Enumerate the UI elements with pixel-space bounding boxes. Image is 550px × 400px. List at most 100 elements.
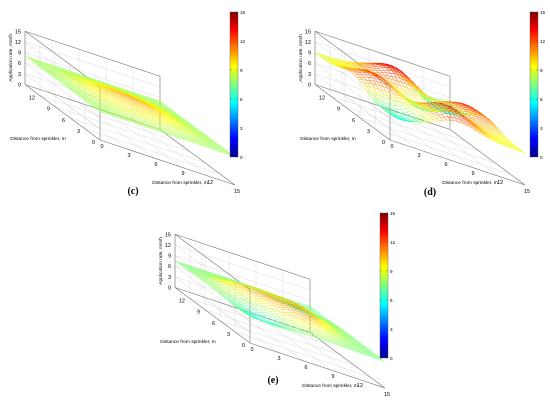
mesh-line: [476, 130, 481, 134]
mesh-line: [70, 80, 74, 83]
mesh-line: [85, 100, 88, 103]
mesh-line: [372, 70, 376, 73]
mesh-line: [57, 68, 60, 71]
mesh-line: [386, 77, 391, 80]
mesh-line: [500, 136, 505, 139]
mesh-line: [93, 80, 96, 82]
mesh-line: [88, 99, 91, 102]
mesh-line: [119, 99, 122, 102]
mesh-line: [411, 100, 414, 102]
mesh-line: [200, 143, 205, 145]
mesh-line: [187, 127, 190, 131]
mesh-line: [165, 114, 169, 117]
mesh-line: [387, 111, 390, 113]
mesh-line: [403, 96, 406, 99]
mesh-line: [451, 117, 454, 121]
mesh-line: [121, 114, 124, 117]
mesh-line: [390, 65, 393, 67]
mesh-line: [162, 105, 166, 108]
mesh-line: [489, 131, 494, 134]
mesh-line: [154, 128, 157, 131]
mesh-line: [362, 66, 366, 69]
mesh-line: [149, 118, 152, 121]
mesh-line: [360, 63, 363, 65]
mesh-line: [76, 75, 79, 78]
mesh-line: [72, 89, 75, 92]
mesh-line: [136, 115, 141, 118]
mesh-line: [386, 106, 389, 111]
mesh-line: [117, 113, 122, 115]
mesh-line: [177, 129, 180, 133]
mesh-line: [212, 142, 216, 145]
mesh-line: [140, 109, 144, 112]
mesh-line: [479, 121, 484, 124]
mesh-line: [69, 70, 73, 73]
mesh-line: [64, 83, 67, 86]
mesh-line: [210, 139, 213, 142]
mesh-line: [391, 96, 396, 98]
mesh-line: [163, 111, 166, 114]
mesh-line: [97, 106, 101, 108]
mesh-line: [164, 129, 168, 132]
mesh-line: [419, 115, 424, 119]
mesh-line: [163, 132, 168, 135]
mesh-line: [137, 123, 142, 126]
mesh-line: [356, 72, 359, 75]
mesh-line: [401, 75, 404, 80]
mesh-line: [405, 114, 410, 116]
mesh-line: [126, 91, 129, 93]
mesh-line: [86, 95, 91, 98]
mesh-line: [197, 128, 200, 131]
mesh-line: [55, 74, 60, 77]
mesh-line: [443, 109, 446, 111]
mesh-line: [329, 60, 332, 63]
mesh-line: [404, 93, 409, 96]
mesh-line: [420, 91, 423, 95]
mesh-line: [364, 67, 368, 70]
mesh-line: [72, 79, 75, 82]
mesh-line: [376, 76, 380, 80]
mesh-line: [134, 100, 137, 103]
mesh-line: [80, 93, 83, 96]
mesh-line: [358, 64, 361, 66]
z-tick-label: 12: [15, 40, 21, 46]
floor-grid-line: [69, 117, 206, 163]
x-tick-label: 9: [181, 171, 184, 177]
mesh-line: [184, 138, 188, 141]
mesh-line: [95, 106, 98, 109]
mesh-line: [107, 94, 112, 96]
mesh-line: [349, 63, 352, 65]
mesh-line: [135, 96, 139, 99]
mesh-line: [91, 79, 94, 82]
mesh-line: [113, 94, 116, 97]
mesh-line: [136, 121, 140, 124]
mesh-line: [176, 113, 179, 116]
mesh-line: [154, 128, 158, 131]
mesh-line: [167, 110, 170, 113]
mesh-line: [366, 69, 370, 71]
mesh-line: [188, 131, 191, 135]
mesh-line: [392, 88, 395, 92]
mesh-line: [152, 108, 156, 111]
mesh-line: [104, 108, 107, 111]
mesh-line: [84, 85, 87, 88]
mesh-line: [172, 132, 175, 135]
mesh-line: [136, 102, 139, 105]
mesh-line: [326, 55, 329, 58]
mesh-line: [407, 77, 411, 80]
mesh-line: [84, 77, 87, 80]
mesh-line: [492, 129, 497, 132]
mesh-line: [356, 62, 359, 64]
mesh-line: [134, 119, 139, 122]
mesh-line: [192, 138, 196, 141]
mesh-line: [409, 101, 412, 103]
mesh-line: [96, 89, 101, 91]
mesh-line: [453, 114, 458, 117]
mesh-line: [82, 78, 86, 81]
mesh-line: [345, 67, 348, 69]
mesh-line: [116, 113, 121, 116]
mesh-line: [361, 74, 365, 78]
mesh-line: [434, 97, 439, 100]
mesh-line: [90, 81, 94, 84]
mesh-line: [357, 70, 361, 73]
